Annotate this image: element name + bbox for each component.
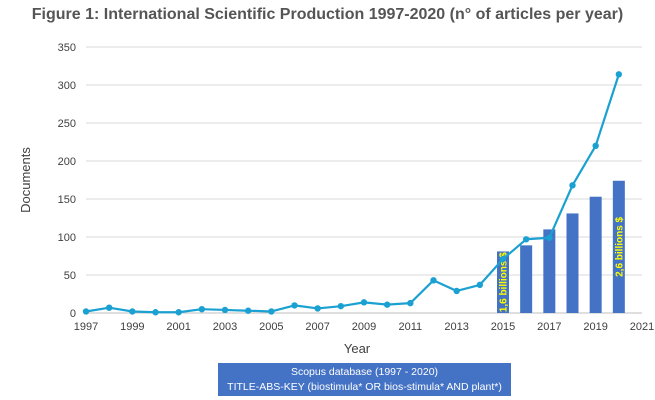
y-axis-label: Documents [18, 147, 33, 213]
y-tick-label: 350 [58, 42, 76, 54]
x-tick-label: 2019 [583, 321, 607, 333]
x-tick-label: 2009 [352, 321, 376, 333]
bar-2016 [520, 245, 533, 313]
bar-2017 [543, 229, 556, 313]
x-tick-label: 2011 [399, 321, 423, 333]
data-point-2003 [221, 306, 229, 314]
x-tick-label: 1997 [74, 321, 98, 333]
x-tick-label: 2021 [630, 321, 654, 333]
source-caption-box: Scopus database (1997 - 2020) TITLE-ABS-… [218, 363, 511, 396]
x-tick-label: 2003 [213, 321, 237, 333]
data-point-2007 [314, 305, 321, 312]
x-tick-label: 2015 [491, 321, 515, 333]
data-point-2004 [244, 307, 252, 314]
y-tick-label: 50 [64, 270, 76, 282]
data-point-1999 [129, 308, 136, 315]
data-point-2002 [198, 306, 206, 313]
x-tick-label: 2007 [305, 321, 329, 333]
bar-2018 [566, 213, 579, 313]
source-line-2: TITLE-ABS-KEY (biostimula* OR bios-stimu… [227, 380, 502, 393]
data-point-2016 [522, 236, 530, 243]
data-point-2014 [476, 281, 484, 289]
data-point-2009 [360, 299, 368, 306]
x-tick-label: 2017 [537, 321, 561, 333]
data-point-2008 [337, 302, 345, 310]
data-point-2018 [569, 182, 576, 189]
data-point-2013 [453, 287, 460, 295]
documents-series-line [85, 74, 620, 314]
y-tick-label: 250 [58, 118, 76, 130]
data-point-2010 [383, 301, 391, 308]
data-point-2017 [546, 234, 553, 241]
y-tick-label: 200 [58, 156, 76, 168]
data-point-1998 [105, 304, 113, 311]
x-tick-label: 2001 [166, 321, 190, 333]
data-point-2011 [407, 299, 414, 307]
data-point-2020 [615, 71, 623, 78]
bar-annotation-2015: 1,6 billions $ [499, 252, 510, 312]
y-tick-label: 150 [58, 194, 76, 206]
y-tick-label: 300 [58, 80, 76, 92]
x-tick-label: 2013 [444, 321, 468, 333]
x-tick-label: 2005 [259, 321, 283, 333]
bar-2015 [497, 251, 509, 313]
chart-title: Figure 1: International Scientific Produ… [31, 6, 624, 23]
y-tick-label: 100 [58, 232, 76, 244]
source-line-1: Scopus database (1997 - 2020) [290, 365, 439, 378]
data-point-2001 [175, 309, 182, 316]
data-point-2006 [291, 302, 298, 309]
data-point-2000 [152, 309, 159, 316]
x-axis-label: Year [344, 341, 371, 356]
data-point-2015 [499, 255, 507, 263]
data-point-2012 [430, 277, 437, 284]
data-point-1997 [82, 308, 90, 315]
data-point-2005 [268, 308, 275, 315]
bar-2019 [589, 196, 602, 313]
y-tick-label: 0 [70, 308, 76, 320]
bar-annotation-2020: 2,6 billions $ [614, 216, 625, 276]
bar-2020 [612, 180, 625, 313]
x-tick-label: 1999 [120, 321, 144, 333]
data-point-2019 [592, 142, 599, 149]
